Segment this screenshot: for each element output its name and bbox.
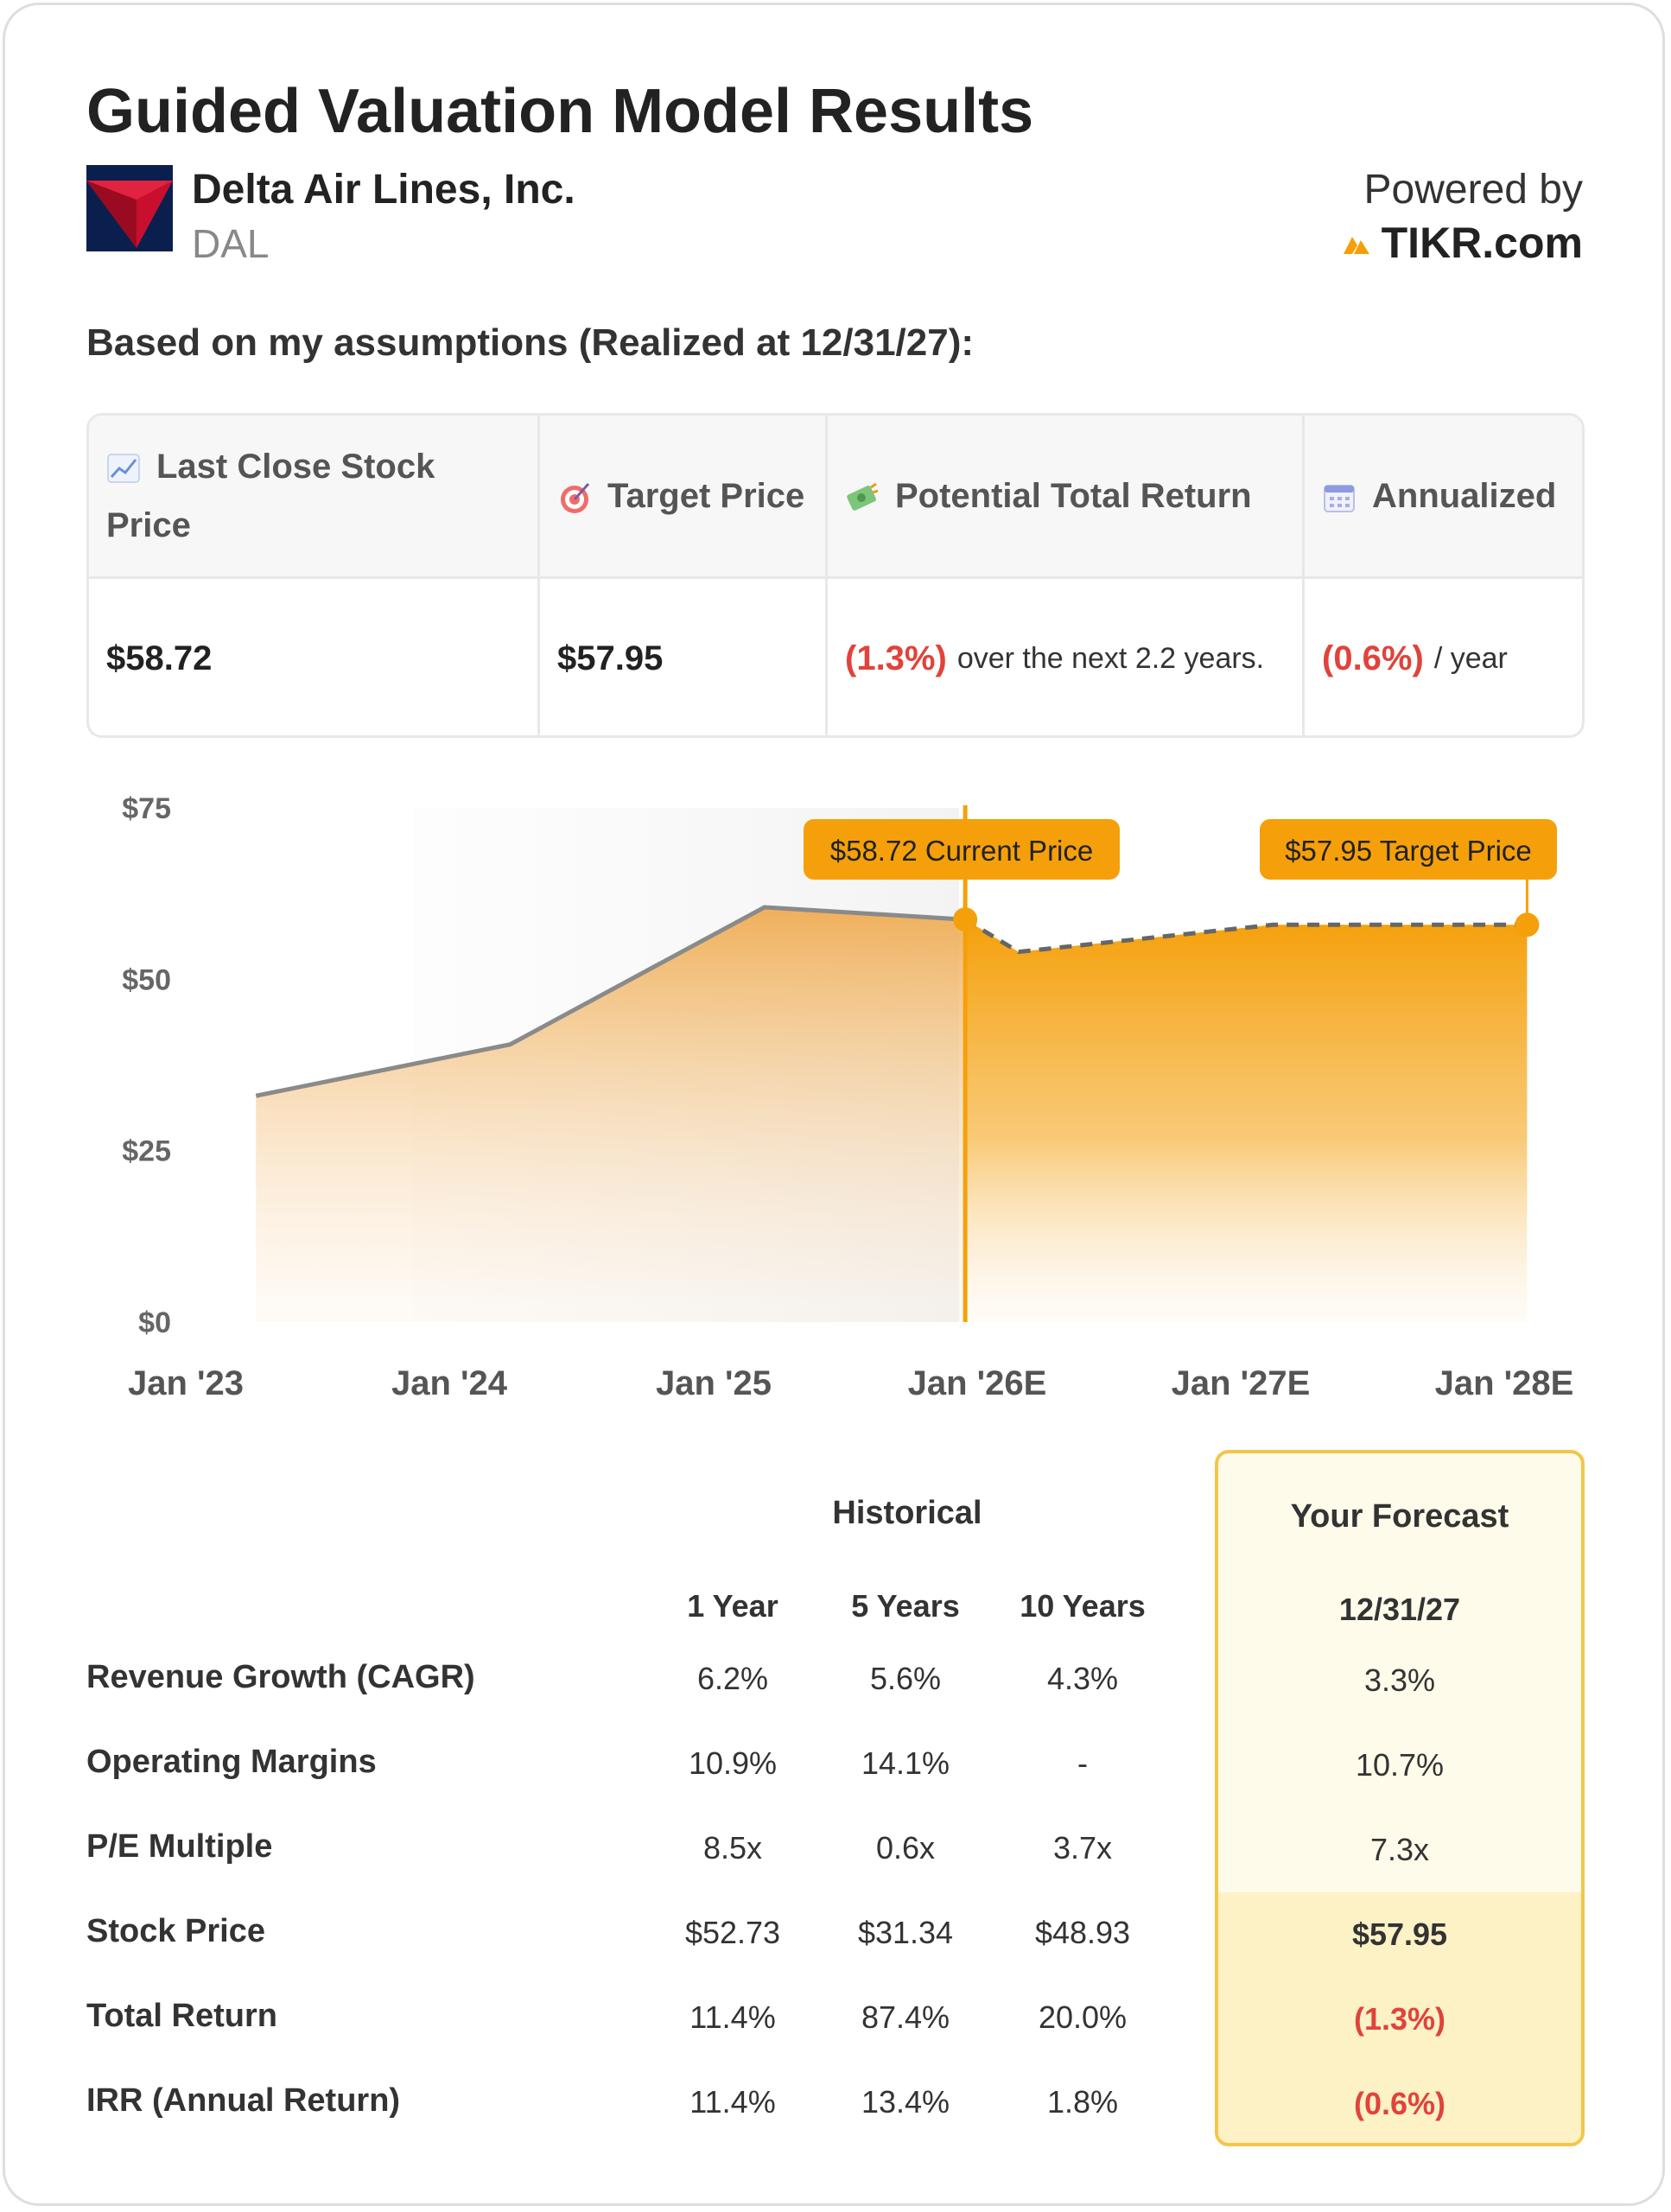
last-close-value: $58.72: [106, 639, 213, 677]
x-tick-label: Jan '24: [391, 1364, 508, 1402]
annualized-value-cell: (0.6%) / year: [1305, 579, 1582, 735]
potential-suffix: over the next 2.2 years.: [956, 641, 1265, 675]
y-tick-label: $25: [122, 1135, 171, 1168]
target-value: $57.95: [557, 639, 664, 677]
forecast-area: [965, 919, 1528, 1322]
historical-line: [255, 905, 966, 1098]
target-column: Target Price $57.95: [540, 416, 828, 735]
row-label: Stock Price: [86, 1913, 265, 1949]
target-price-point[interactable]: [1515, 912, 1540, 938]
row-value: 1.8%: [1046, 2084, 1119, 2120]
potential-header: Potential Total Return: [895, 477, 1252, 515]
y-tick-label: $0: [138, 1306, 171, 1339]
forecast-line: [963, 918, 1528, 955]
tikr-logo-icon: [1343, 237, 1369, 254]
x-tick-label: Jan '23: [128, 1364, 244, 1402]
powered-by-label: Powered by: [1363, 167, 1583, 213]
company-ticker: DAL: [192, 221, 270, 266]
row-label: Operating Margins: [86, 1744, 377, 1780]
potential-column: Potential Total Return (1.3%) over the n…: [828, 416, 1305, 735]
row-forecast: 7.3x: [1369, 1832, 1430, 1867]
col-5-years: 5 Years: [851, 1588, 960, 1624]
potential-value: (1.3%): [845, 639, 947, 677]
col-1-year: 1 Year: [687, 1588, 778, 1624]
row-value: 20.0%: [1038, 1999, 1128, 2035]
row-value: 3.7x: [1052, 1830, 1113, 1866]
row-value: 5.6%: [869, 1661, 942, 1696]
annualized-header: Annualized: [1372, 477, 1557, 515]
price-chart: $0 $25 $50 $75 Jan '23 Jan '24 Jan '25 Jan '26…: [122, 792, 1574, 1402]
potential-value-cell: (1.3%) over the next 2.2 years.: [828, 579, 1302, 735]
row-label: Revenue Growth (CAGR): [86, 1659, 475, 1695]
row-value: 4.3%: [1046, 1661, 1119, 1696]
current-price-callout: $58.72 Current Price: [804, 819, 1120, 880]
target-price-callout: $57.95 Target Price: [1260, 819, 1557, 880]
tikr-brand[interactable]: TIKR.com: [1340, 218, 1583, 268]
page-title: Guided Valuation Model Results: [86, 77, 1034, 146]
col-forecast-date: 12/31/27: [1338, 1592, 1461, 1627]
y-tick-label: $75: [122, 792, 171, 825]
row-forecast: (0.6%): [1353, 2086, 1446, 2121]
col-10-years: 10 Years: [1020, 1588, 1146, 1624]
target-header: Target Price: [607, 477, 805, 515]
tikr-brand-text: TIKR.com: [1381, 219, 1583, 267]
row-value: 14.1%: [861, 1745, 950, 1781]
x-tick-label: Jan '26E: [908, 1364, 1047, 1402]
current-price-callout-text: $58.72 Current Price: [830, 835, 1094, 867]
assumptions-heading: Based on my assumptions (Realized at 12/…: [86, 321, 975, 364]
row-value: 10.9%: [688, 1745, 778, 1781]
historical-area: [256, 907, 966, 1322]
annualized-value: (0.6%): [1322, 639, 1424, 677]
row-value: 13.4%: [861, 2084, 950, 2120]
row-forecast: $57.95: [1351, 1916, 1448, 1952]
row-forecast: 10.7%: [1355, 1747, 1445, 1783]
row-value: $52.73: [684, 1915, 781, 1950]
row-value: 11.4%: [689, 1999, 776, 2035]
company-name: Delta Air Lines, Inc.: [192, 167, 575, 213]
row-value: 11.4%: [689, 2084, 776, 2120]
chart-up-icon: [107, 454, 140, 484]
forecast-header: Your Forecast: [1290, 1498, 1509, 1535]
row-value: $31.34: [857, 1915, 954, 1950]
row-label: P/E Multiple: [86, 1828, 273, 1865]
calendar-icon: [1324, 485, 1355, 513]
forecast-panel: [1215, 1450, 1585, 2146]
row-forecast: 3.3%: [1363, 1662, 1436, 1698]
current-price-point[interactable]: [953, 907, 978, 932]
money-icon: [847, 483, 879, 512]
row-value: 6.2%: [696, 1661, 769, 1696]
row-value: $48.93: [1034, 1915, 1131, 1950]
row-value: -: [1077, 1745, 1088, 1781]
delta-logo-icon: [86, 165, 173, 251]
row-label: Total Return: [86, 1998, 277, 2034]
annualized-suffix: / year: [1433, 641, 1508, 675]
row-value: 87.4%: [861, 1999, 950, 2035]
row-value: 0.6x: [875, 1830, 936, 1866]
annualized-column: Annualized (0.6%) / year: [1305, 416, 1582, 735]
y-tick-label: $50: [122, 963, 171, 996]
row-value: 8.5x: [702, 1830, 763, 1866]
x-tick-label: Jan '28E: [1435, 1364, 1574, 1402]
target-price-callout-text: $57.95 Target Price: [1285, 835, 1532, 867]
historical-header: Historical: [832, 1495, 982, 1531]
x-tick-label: Jan '27E: [1172, 1364, 1311, 1402]
row-forecast: (1.3%): [1353, 2001, 1446, 2037]
last-close-column: Last Close Stock Price $58.72: [89, 416, 540, 735]
x-tick-label: Jan '25: [656, 1364, 772, 1402]
row-label: IRR (Annual Return): [86, 2082, 401, 2119]
last-close-header: Last Close Stock Price: [106, 448, 435, 544]
target-icon: [561, 483, 590, 514]
summary-stats-table: Last Close Stock Price $58.72 Target Pri…: [86, 413, 1585, 738]
